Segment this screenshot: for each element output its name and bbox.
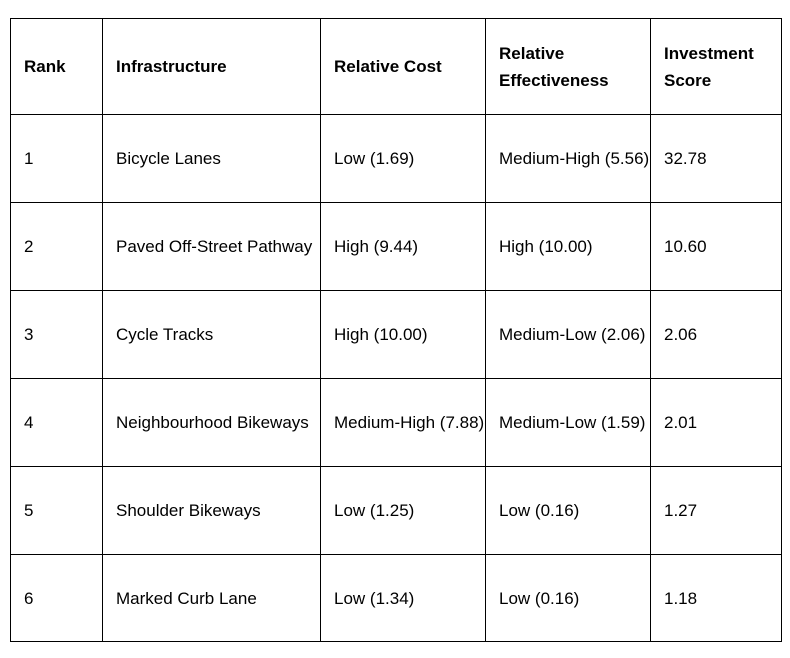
header-investment-score: Investment Score <box>650 18 782 115</box>
relative-effectiveness-cell: Medium-High (5.56) <box>485 114 651 203</box>
relative-cost-cell: Low (1.25) <box>320 466 486 555</box>
rank-cell: 1 <box>10 114 103 203</box>
relative-effectiveness-cell: Medium-Low (1.59) <box>485 378 651 467</box>
infrastructure-cell: Marked Curb Lane <box>102 554 321 642</box>
table-row: 1 Bicycle Lanes Low (1.69) Medium-High (… <box>10 114 782 203</box>
header-infrastructure: Infrastructure <box>102 18 321 115</box>
investment-score-cell: 1.18 <box>650 554 782 642</box>
infrastructure-cell: Neighbourhood Bikeways <box>102 378 321 467</box>
table-body: 1 Bicycle Lanes Low (1.69) Medium-High (… <box>10 114 782 642</box>
table-row: 6 Marked Curb Lane Low (1.34) Low (0.16)… <box>10 554 782 642</box>
header-relative-cost: Relative Cost <box>320 18 486 115</box>
relative-effectiveness-cell: Low (0.16) <box>485 466 651 555</box>
table-row: 2 Paved Off-Street Pathway High (9.44) H… <box>10 202 782 291</box>
relative-effectiveness-cell: High (10.00) <box>485 202 651 291</box>
relative-effectiveness-cell: Medium-Low (2.06) <box>485 290 651 379</box>
infrastructure-cell: Cycle Tracks <box>102 290 321 379</box>
relative-cost-cell: Low (1.34) <box>320 554 486 642</box>
relative-cost-cell: High (10.00) <box>320 290 486 379</box>
investment-ranking-table: Rank Infrastructure Relative Cost Relati… <box>10 18 782 642</box>
header-relative-effectiveness: Relative Effectiveness <box>485 18 651 115</box>
table-row: 4 Neighbourhood Bikeways Medium-High (7.… <box>10 378 782 467</box>
investment-score-cell: 1.27 <box>650 466 782 555</box>
rank-cell: 2 <box>10 202 103 291</box>
rank-cell: 5 <box>10 466 103 555</box>
table-row: 5 Shoulder Bikeways Low (1.25) Low (0.16… <box>10 466 782 555</box>
relative-cost-cell: Low (1.69) <box>320 114 486 203</box>
investment-score-cell: 32.78 <box>650 114 782 203</box>
rank-cell: 6 <box>10 554 103 642</box>
infrastructure-cell: Paved Off-Street Pathway <box>102 202 321 291</box>
investment-score-cell: 10.60 <box>650 202 782 291</box>
table-header: Rank Infrastructure Relative Cost Relati… <box>10 18 782 115</box>
table-row: 3 Cycle Tracks High (10.00) Medium-Low (… <box>10 290 782 379</box>
header-rank: Rank <box>10 18 103 115</box>
rank-cell: 3 <box>10 290 103 379</box>
relative-cost-cell: High (9.44) <box>320 202 486 291</box>
rank-cell: 4 <box>10 378 103 467</box>
relative-cost-cell: Medium-High (7.88) <box>320 378 486 467</box>
infrastructure-cell: Shoulder Bikeways <box>102 466 321 555</box>
relative-effectiveness-cell: Low (0.16) <box>485 554 651 642</box>
infrastructure-cell: Bicycle Lanes <box>102 114 321 203</box>
investment-score-cell: 2.06 <box>650 290 782 379</box>
investment-score-cell: 2.01 <box>650 378 782 467</box>
header-row: Rank Infrastructure Relative Cost Relati… <box>10 18 782 115</box>
